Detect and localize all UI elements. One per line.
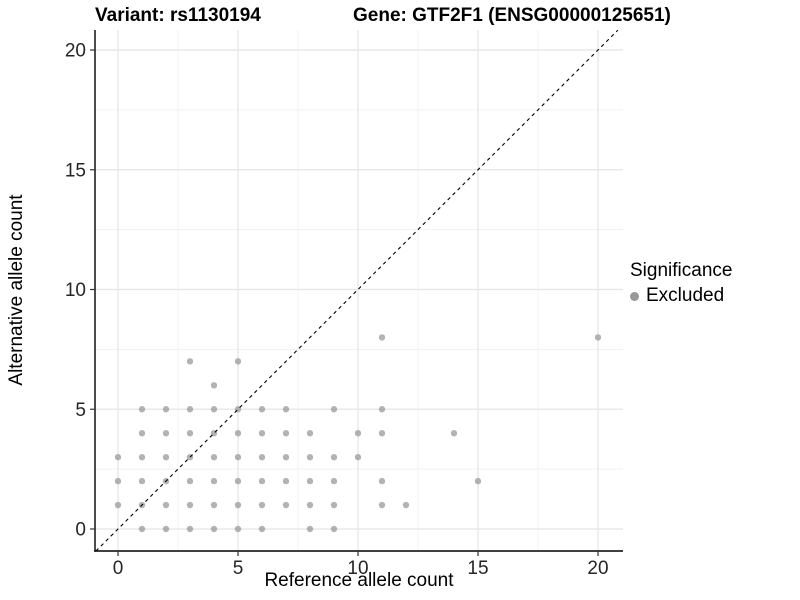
legend-point-icon <box>630 291 639 301</box>
y-tick-label: 0 <box>75 520 86 541</box>
data-point <box>378 501 386 509</box>
data-point <box>210 382 218 389</box>
data-point <box>114 477 122 485</box>
data-point <box>234 525 242 533</box>
data-point <box>330 525 338 533</box>
data-point <box>138 477 146 485</box>
y-tick-label: 20 <box>65 41 86 62</box>
data-point <box>234 501 242 509</box>
data-point <box>162 430 170 437</box>
data-point <box>210 501 218 509</box>
data-point <box>258 430 266 437</box>
y-axis-title: Alternative allele count <box>6 194 27 386</box>
legend: Significance Excluded <box>630 260 732 307</box>
data-point <box>138 525 146 533</box>
data-point <box>474 477 482 485</box>
x-tick-label: 15 <box>467 558 488 579</box>
x-tick-label: 10 <box>347 558 368 579</box>
y-tick-label: 15 <box>65 160 86 181</box>
data-point <box>186 477 194 485</box>
legend-title: Significance <box>630 260 733 281</box>
data-point <box>330 453 338 461</box>
data-point <box>162 406 170 413</box>
data-point <box>114 501 122 509</box>
data-point <box>306 477 314 485</box>
plot-title-gene: Gene: GTF2F1 (ENSG00000125651) <box>353 5 671 26</box>
data-point <box>378 430 386 437</box>
data-point <box>402 501 410 509</box>
data-point <box>258 501 266 509</box>
data-point <box>306 501 314 509</box>
data-point <box>138 453 146 461</box>
data-point <box>378 406 386 413</box>
data-point <box>186 430 194 437</box>
data-point <box>234 358 242 365</box>
data-point <box>162 453 170 461</box>
data-point <box>234 453 242 461</box>
data-point <box>186 501 194 509</box>
data-point <box>234 477 242 485</box>
data-point <box>258 525 266 533</box>
data-point <box>162 501 170 509</box>
data-point <box>354 430 362 437</box>
data-point <box>282 453 290 461</box>
legend-entry-excluded: Excluded <box>630 285 732 307</box>
data-point <box>138 430 146 437</box>
x-axis-title: Reference allele count <box>264 570 454 591</box>
data-point <box>258 406 266 413</box>
data-point <box>186 406 194 413</box>
data-point <box>330 477 338 485</box>
legend-entry-label: Excluded <box>646 285 725 306</box>
x-tick-label: 0 <box>113 558 124 579</box>
y-tick-label: 5 <box>75 400 86 421</box>
data-point <box>282 501 290 509</box>
data-point <box>210 525 218 533</box>
data-point <box>330 406 338 413</box>
data-point <box>306 525 314 533</box>
data-point <box>210 406 218 413</box>
data-point <box>186 525 194 533</box>
data-point <box>258 477 266 485</box>
data-point <box>330 501 338 509</box>
data-point <box>258 453 266 461</box>
data-point <box>306 430 314 437</box>
data-point <box>594 334 602 341</box>
data-point <box>210 477 218 485</box>
y-tick-label: 10 <box>65 280 86 301</box>
data-point <box>378 477 386 485</box>
data-point <box>306 453 314 461</box>
data-point <box>282 477 290 485</box>
data-point <box>234 430 242 437</box>
data-point <box>378 334 386 341</box>
data-point <box>186 358 194 365</box>
data-point <box>210 453 218 461</box>
data-point <box>138 406 146 413</box>
data-point <box>354 453 362 461</box>
data-point <box>114 453 122 461</box>
x-tick-label: 20 <box>587 558 608 579</box>
data-point <box>282 406 290 413</box>
identity-line <box>95 29 619 552</box>
data-point <box>162 525 170 533</box>
data-point <box>282 430 290 437</box>
data-point <box>450 430 458 437</box>
x-tick-label: 5 <box>233 558 244 579</box>
plot-title-variant: Variant: rs1130194 <box>95 5 261 26</box>
